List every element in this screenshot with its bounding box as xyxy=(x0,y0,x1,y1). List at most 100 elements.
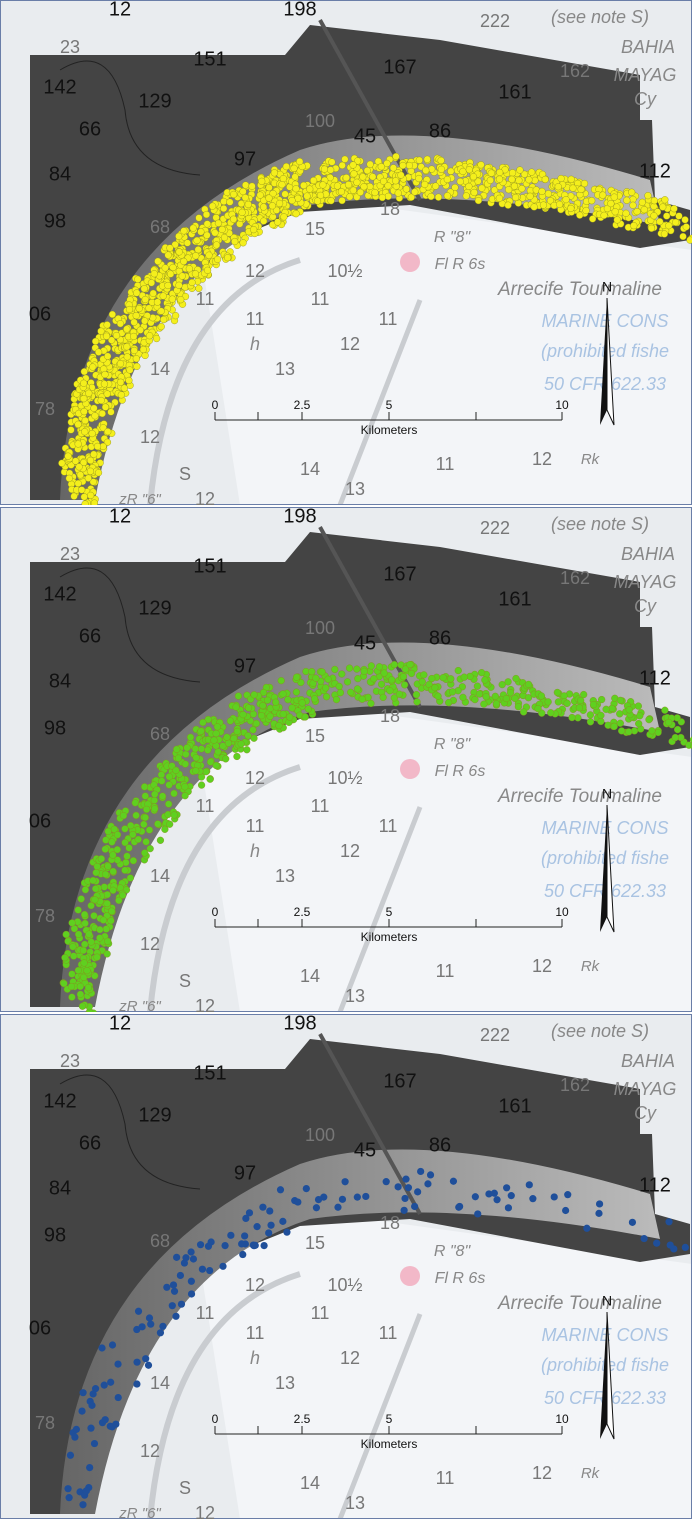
sample-point xyxy=(80,493,88,501)
map-label: 142 xyxy=(43,583,76,605)
map-label: 167 xyxy=(383,563,416,585)
sample-point xyxy=(226,717,235,725)
map-label: 12 xyxy=(532,449,552,469)
sample-point xyxy=(93,442,102,451)
sample-point xyxy=(135,304,143,313)
sample-point xyxy=(173,745,181,753)
sample-point xyxy=(259,702,267,710)
map-label: Cy xyxy=(634,596,657,616)
sample-point xyxy=(210,736,218,744)
map-label: 84 xyxy=(49,1177,71,1199)
map-label: 11 xyxy=(379,1323,398,1343)
sample-point xyxy=(580,179,589,188)
sample-point xyxy=(504,201,512,209)
sample-point xyxy=(379,693,387,702)
sample-point xyxy=(505,186,513,194)
sample-point xyxy=(582,206,590,215)
map-label: 12 xyxy=(140,1441,160,1461)
sample-point xyxy=(204,1242,213,1250)
map-label: 112 xyxy=(639,667,671,689)
sample-point xyxy=(212,729,220,738)
sample-point xyxy=(597,711,605,719)
sample-point xyxy=(159,292,167,300)
sample-point xyxy=(349,186,357,194)
sample-point xyxy=(266,712,274,720)
map-label: 112 xyxy=(639,160,671,182)
sample-point xyxy=(74,420,82,428)
sample-point xyxy=(346,193,354,201)
sample-point xyxy=(377,163,385,171)
reef-outline xyxy=(59,60,201,176)
sample-point xyxy=(116,320,124,328)
sample-point xyxy=(524,680,533,688)
sample-point xyxy=(306,185,314,193)
map-label: 198 xyxy=(283,0,316,20)
sample-point xyxy=(192,252,200,260)
sample-point xyxy=(196,1241,205,1249)
sample-point xyxy=(157,771,165,779)
sample-point xyxy=(449,1177,458,1185)
sample-point xyxy=(164,281,172,290)
sample-point xyxy=(327,197,335,205)
sample-point xyxy=(74,930,83,938)
sample-point xyxy=(281,190,289,198)
sample-point xyxy=(168,1302,176,1310)
sample-point xyxy=(415,156,423,164)
sample-point xyxy=(219,1262,227,1270)
sample-point xyxy=(462,192,470,200)
sample-point xyxy=(125,376,133,385)
sample-point xyxy=(544,190,552,198)
sample-point xyxy=(132,311,140,320)
sample-point xyxy=(674,725,682,734)
sample-point xyxy=(337,188,346,196)
sample-point xyxy=(636,712,644,720)
sample-point xyxy=(171,241,179,249)
sample-point xyxy=(84,983,93,992)
sample-point xyxy=(77,895,85,903)
sample-point xyxy=(83,967,91,975)
sample-point xyxy=(666,1241,674,1249)
sample-point xyxy=(153,334,161,343)
bathymetry-dark xyxy=(30,1039,690,1514)
sample-point xyxy=(103,321,111,329)
map-label: 222 xyxy=(480,11,510,31)
sample-point xyxy=(81,428,89,436)
sample-point xyxy=(599,191,607,199)
sample-point xyxy=(172,766,180,774)
sample-point xyxy=(562,1206,570,1215)
sample-point xyxy=(568,713,576,722)
map-label: 198 xyxy=(283,1014,316,1034)
sample-point xyxy=(244,732,252,740)
sample-point xyxy=(665,1218,673,1226)
sample-point xyxy=(265,1229,273,1237)
map-label: 11 xyxy=(196,796,215,816)
sample-point xyxy=(140,285,148,293)
sample-point xyxy=(555,200,564,208)
sample-point xyxy=(70,492,78,500)
sample-point xyxy=(302,1184,310,1193)
map-label: 66 xyxy=(79,1132,101,1154)
sample-point xyxy=(136,326,144,334)
sample-point xyxy=(531,176,539,184)
map-label: 13 xyxy=(345,479,365,499)
sample-point xyxy=(640,206,648,214)
sample-point xyxy=(103,950,111,958)
map-label: 12 xyxy=(109,1014,131,1034)
map-label: Cy xyxy=(634,89,657,109)
sample-point xyxy=(258,177,266,185)
sample-point xyxy=(149,289,157,297)
sample-point xyxy=(125,305,134,314)
sample-point xyxy=(625,706,633,714)
sample-point xyxy=(177,1300,186,1308)
sample-point xyxy=(187,1248,195,1256)
sample-point xyxy=(563,699,571,707)
sample-point xyxy=(279,175,287,183)
map-label: 98 xyxy=(44,717,66,739)
map-label: MAYAG xyxy=(614,65,677,85)
sample-point xyxy=(338,670,346,678)
sample-point xyxy=(363,166,371,175)
sample-point xyxy=(294,1198,302,1206)
map-label: R "8" xyxy=(434,1243,472,1260)
sample-point xyxy=(401,1194,409,1203)
sample-point xyxy=(353,685,362,693)
